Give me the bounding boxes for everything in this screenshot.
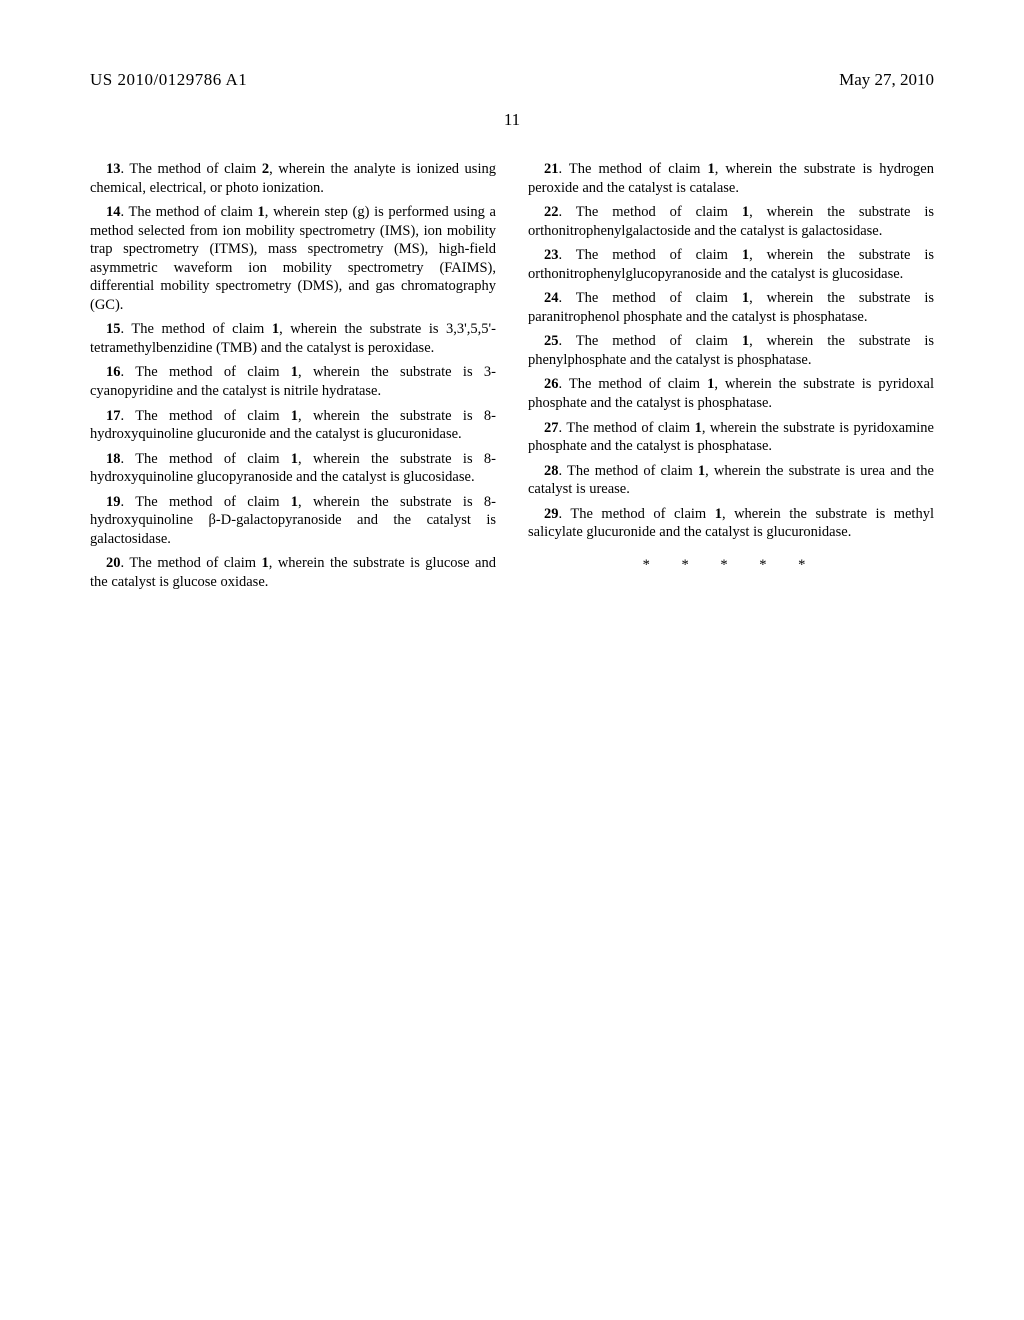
claim-reference: 1 — [742, 247, 749, 263]
claim: 21. The method of claim 1, wherein the s… — [528, 160, 934, 197]
claim-number: 19 — [106, 494, 121, 510]
claim: 15. The method of claim 1, wherein the s… — [90, 320, 496, 357]
claim: 27. The method of claim 1, wherein the s… — [528, 419, 934, 456]
claim: 26. The method of claim 1, wherein the s… — [528, 375, 934, 412]
claim-reference: 1 — [291, 364, 298, 380]
claim-number: 18 — [106, 451, 121, 467]
claim-number: 26 — [544, 376, 559, 392]
claim-reference: 1 — [291, 494, 298, 510]
claim: 13. The method of claim 2, wherein the a… — [90, 160, 496, 197]
claim-reference: 1 — [707, 376, 714, 392]
claim-reference: 2 — [262, 161, 269, 177]
page-number: 11 — [90, 110, 934, 130]
claim-reference: 1 — [258, 204, 265, 220]
claim-number: 23 — [544, 247, 559, 263]
claim-number: 14 — [106, 204, 121, 220]
claim: 20. The method of claim 1, wherein the s… — [90, 554, 496, 591]
claim: 25. The method of claim 1, wherein the s… — [528, 332, 934, 369]
claim-number: 27 — [544, 420, 559, 436]
claim-reference: 1 — [291, 451, 298, 467]
claim: 17. The method of claim 1, wherein the s… — [90, 407, 496, 444]
claim-reference: 1 — [715, 506, 722, 522]
claim-number: 13 — [106, 161, 121, 177]
claim-reference: 1 — [291, 408, 298, 424]
page: US 2010/0129786 A1 May 27, 2010 11 13. T… — [0, 0, 1024, 1320]
claim-number: 29 — [544, 506, 559, 522]
claim: 19. The method of claim 1, wherein the s… — [90, 493, 496, 549]
claim: 23. The method of claim 1, wherein the s… — [528, 246, 934, 283]
claim-number: 16 — [106, 364, 121, 380]
claims-body: 13. The method of claim 2, wherein the a… — [90, 160, 934, 591]
claim-number: 21 — [544, 161, 559, 177]
claim: 18. The method of claim 1, wherein the s… — [90, 450, 496, 487]
end-marker: * * * * * — [528, 556, 934, 575]
claim-number: 15 — [106, 321, 121, 337]
claim: 24. The method of claim 1, wherein the s… — [528, 289, 934, 326]
claim-reference: 1 — [698, 463, 705, 479]
claim-number: 22 — [544, 204, 559, 220]
publication-number: US 2010/0129786 A1 — [90, 70, 247, 90]
claim-reference: 1 — [742, 204, 749, 220]
claim-reference: 1 — [742, 290, 749, 306]
claim-reference: 1 — [707, 161, 714, 177]
claim-number: 24 — [544, 290, 559, 306]
claim: 29. The method of claim 1, wherein the s… — [528, 505, 934, 542]
claim-number: 17 — [106, 408, 121, 424]
claim-number: 28 — [544, 463, 559, 479]
claim: 22. The method of claim 1, wherein the s… — [528, 203, 934, 240]
claim-number: 25 — [544, 333, 559, 349]
claim-reference: 1 — [262, 555, 269, 571]
publication-date: May 27, 2010 — [839, 70, 934, 90]
claim: 14. The method of claim 1, wherein step … — [90, 203, 496, 314]
claim-reference: 1 — [272, 321, 279, 337]
claim-number: 20 — [106, 555, 121, 571]
claim-reference: 1 — [695, 420, 702, 436]
claim: 28. The method of claim 1, wherein the s… — [528, 462, 934, 499]
claim: 16. The method of claim 1, wherein the s… — [90, 363, 496, 400]
claim-reference: 1 — [742, 333, 749, 349]
page-header: US 2010/0129786 A1 May 27, 2010 — [90, 70, 934, 90]
